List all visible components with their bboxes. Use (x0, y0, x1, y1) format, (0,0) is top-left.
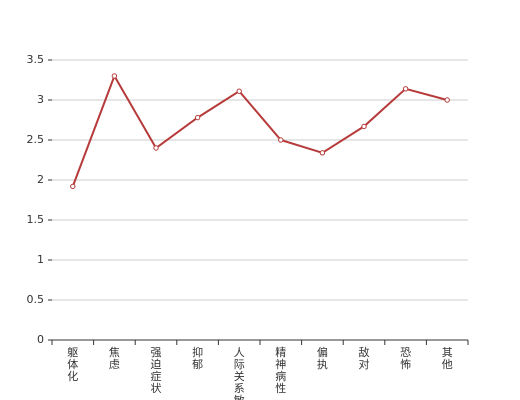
label-char: 敌 (359, 345, 370, 359)
label-char: 躯 (67, 346, 78, 359)
y-tick-label: 3 (37, 93, 44, 106)
point (278, 137, 284, 143)
label-char: 精 (275, 346, 286, 359)
point (361, 123, 367, 130)
series-line (71, 73, 448, 187)
label-char: 强 (151, 346, 162, 359)
label-char: 对 (359, 357, 370, 371)
point (402, 86, 409, 92)
x-tick-label: 偏执 (317, 345, 328, 371)
label-char: 化 (67, 369, 78, 383)
label-char: 虑 (109, 358, 120, 371)
label-char: 偏 (317, 345, 328, 359)
y-tick-label: 1 (37, 253, 44, 266)
point (194, 114, 201, 121)
x-tick-label: 焦虑 (109, 346, 120, 371)
point (319, 150, 326, 156)
label-char: 怖 (400, 357, 411, 371)
x-tick-label: 精神病性 (275, 346, 286, 395)
label-char: 郁 (192, 357, 203, 371)
label-char: 系 (234, 382, 245, 395)
label-char: 他 (442, 358, 453, 371)
y-tick-label: 0.5 (27, 293, 45, 306)
x-tick-label: 人际关系敏感 (234, 346, 245, 400)
label-char: 神 (275, 357, 286, 371)
label-char: 性 (275, 381, 286, 395)
label-char: 际 (234, 358, 245, 371)
point (70, 183, 76, 190)
label-char: 执 (317, 357, 328, 371)
x-tick-label: 躯体化 (67, 346, 78, 383)
label-char: 状 (151, 381, 162, 395)
label-char: 恐 (400, 346, 411, 359)
x-tick-label: 其他 (442, 346, 453, 371)
point (236, 88, 242, 94)
y-tick-label: 2 (37, 173, 44, 186)
label-char: 抑 (192, 345, 203, 359)
label-char: 体 (67, 357, 78, 371)
x-tick-label: 敌对 (359, 345, 370, 371)
label-char: 敏 (234, 393, 245, 400)
x-tick-label: 恐怖 (400, 346, 411, 371)
x-tick-label: 抑郁 (192, 345, 203, 371)
y-tick-label: 3.5 (27, 53, 45, 66)
y-tick-label: 0 (37, 333, 44, 346)
point (111, 73, 118, 79)
label-char: 其 (442, 346, 453, 359)
label-char: 迫 (151, 357, 162, 371)
label-char: 人 (234, 346, 245, 359)
y-tick-label: 2.5 (27, 133, 45, 146)
y-tick-label: 1.5 (27, 213, 45, 226)
x-tick-label: 强迫症状 (151, 346, 162, 395)
label-char: 病 (275, 369, 286, 383)
label-char: 关 (234, 369, 245, 383)
label-char: 症 (151, 369, 162, 383)
label-char: 焦 (109, 346, 120, 359)
point (153, 145, 159, 151)
point (444, 97, 450, 103)
